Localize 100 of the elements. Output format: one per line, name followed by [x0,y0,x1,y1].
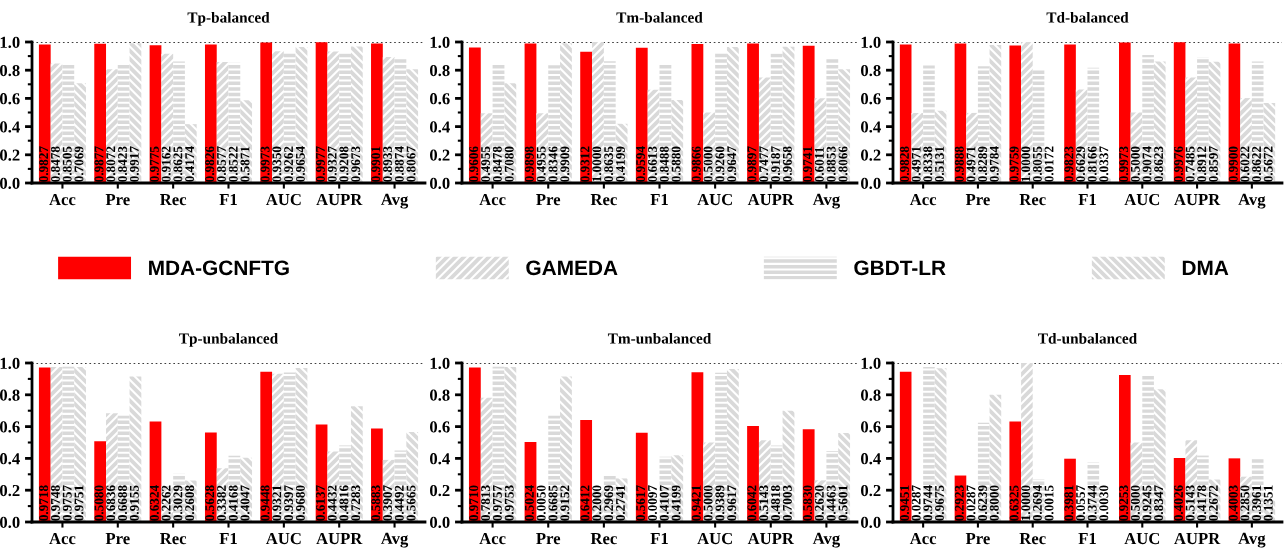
y-tick-label: 0.4 [0,121,20,133]
data-label: 0.6412 [580,485,590,521]
data-label: 0.9897 [747,146,757,182]
data-label: 0.0287 [966,485,976,521]
data-label: 0.5672 [1263,146,1273,182]
data-label: 0.5883 [371,485,381,521]
data-label: 0.8933 [383,146,393,182]
data-label: 0.5143 [759,485,769,521]
x-tick-label: Pre [965,533,990,545]
data-label: 0.7813 [481,485,491,521]
data-label: 0.9888 [954,146,964,182]
data-label: 0.3382 [217,485,226,521]
chart-title: Tp-unbalanced [179,332,278,347]
data-label: 0.9710 [469,485,479,521]
x-tick-label: Rec [1019,194,1046,206]
data-label: 0.6137 [315,485,325,521]
data-label: 0.9654 [295,146,305,182]
data-label: 0.0172 [1044,146,1054,182]
y-tick-label: 0.8 [861,389,881,401]
data-label: 0.6042 [747,485,757,521]
data-label: 0.5000 [1130,485,1140,521]
data-label: 0.9744 [923,485,933,521]
x-tick-label: Avg [380,532,409,548]
x-tick-label: AUC [697,193,732,206]
data-label: 0.9321 [272,485,282,521]
y-tick-label: 0.0 [861,177,881,190]
data-label: 0.6613 [647,146,657,182]
data-label: 0.5665 [406,485,416,521]
data-label: 0.4107 [659,485,669,521]
data-label: 0.9977 [315,146,325,182]
data-label: 0.3907 [383,485,393,521]
legend-label: MDA-GCNFTG [149,260,289,276]
data-label: 0.9647 [727,146,737,182]
data-label: 0.8912 [1197,146,1207,182]
data-label: 0.9421 [691,485,701,521]
data-label: 0.5143 [1185,485,1195,521]
x-tick-label: Acc [49,532,76,545]
data-label: 0.8597 [1208,146,1218,182]
x-tick-label: F1 [1078,532,1096,544]
x-tick-label: Pre [536,194,561,206]
x-tick-label: Pre [965,194,990,206]
data-label: 0.9759 [1009,146,1019,182]
y-tick-label: 0.4 [861,121,881,133]
chart-title: Tp-balanced [187,11,270,26]
data-label: 0.9675 [935,485,944,521]
y-tick-label: 1.0 [0,36,20,49]
data-label: 0.8874 [394,146,404,182]
data-label: 0.9262 [284,146,294,182]
data-label: 0.9245 [1142,485,1152,521]
data-label: 0.4199 [671,485,681,521]
data-label: 0.7283 [351,485,361,521]
data-label: 0.9312 [580,146,590,182]
data-label: 0.8066 [838,146,848,182]
data-label: 0.8067 [406,146,416,182]
y-tick-label: 0.0 [430,177,450,190]
chart-title: Tm-balanced [616,11,703,23]
data-label: 0.8289 [978,146,988,182]
data-label: 0.9680 [295,485,305,521]
data-label: 0.9976 [1174,146,1183,182]
data-label: 0.2672 [1208,485,1218,521]
data-label: 0.9823 [1064,146,1074,182]
data-label: 0.6325 [1009,485,1019,521]
data-label: 0.9866 [691,146,701,182]
data-label: 0.9187 [771,146,781,182]
data-label: 0.9826 [205,146,215,182]
data-label: 0.7080 [504,146,514,182]
y-tick-label: 1.0 [0,357,20,370]
data-label: 0.2620 [814,485,824,521]
data-label: 0.9673 [351,146,361,182]
y-tick-label: 0.2 [861,484,881,497]
data-label: 0.9606 [469,146,479,182]
data-label: 0.0557 [1076,485,1086,521]
legend-label: DMA [1182,260,1229,275]
data-label: 0.9828 [900,146,910,182]
data-label: 0.0015 [1044,485,1054,521]
data-label: 0.4955 [536,146,546,182]
data-label: 0.9451 [900,485,910,521]
data-label: 0.3981 [1064,485,1074,521]
data-label: 0.2694 [1032,485,1042,521]
data-label: 0.5601 [838,485,848,521]
x-tick-label: AUPR [1174,532,1221,545]
data-label: 1.0000 [1021,146,1031,182]
data-label: 0.5131 [935,146,944,182]
data-label: 0.8635 [604,146,614,182]
data-label: 0.6629 [1076,146,1086,182]
chart-title: Td-unbalanced [1038,332,1137,344]
data-label: 0.6011 [814,147,824,182]
x-tick-label: F1 [1078,193,1096,205]
data-label: 0.9973 [1119,146,1129,182]
x-tick-label: AUPR [747,532,795,545]
x-tick-label: Pre [536,533,561,545]
data-label: 0.9327 [327,146,337,182]
data-label: 0.0337 [1099,146,1109,182]
data-label: 0.9253 [1119,485,1129,521]
x-tick-label: Rec [1019,533,1046,545]
data-label: 0.5000 [703,485,713,521]
data-label: 0.7069 [74,146,84,182]
data-label: 0.8423 [118,146,128,182]
data-label: 0.4026 [1174,485,1183,521]
data-label: 0.3961 [1252,485,1262,521]
